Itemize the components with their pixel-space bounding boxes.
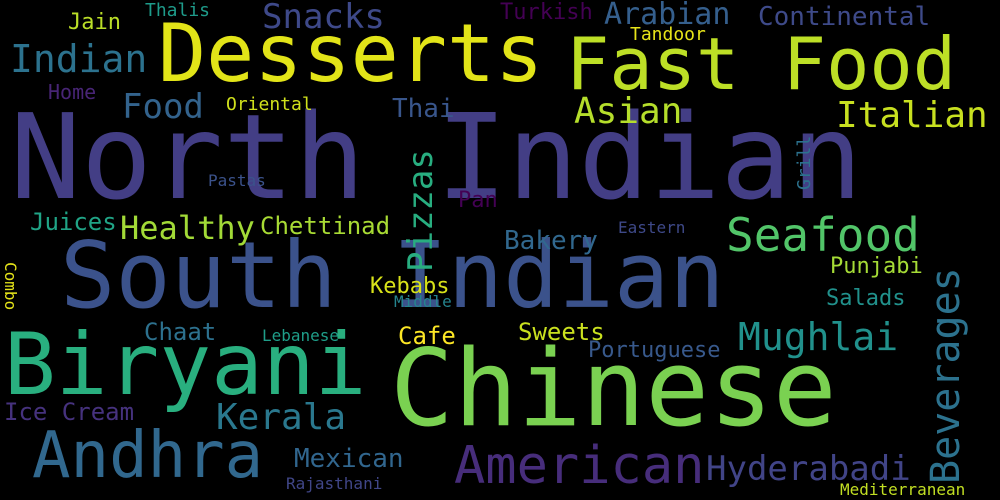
word-ice-cream: Ice Cream <box>4 398 135 426</box>
word-indian: Indian <box>10 37 148 81</box>
word-mexican: Mexican <box>294 444 404 474</box>
word-salads: Salads <box>826 286 906 311</box>
word-continental: Continental <box>758 2 931 32</box>
word-arabian: Arabian <box>604 0 731 32</box>
word-andhra: Andhra <box>32 419 264 493</box>
word-pastas: Pastas <box>208 171 266 190</box>
word-mughlai: Mughlai <box>738 315 899 359</box>
word-kebabs: Kebabs <box>370 274 450 299</box>
word-grill: Grill <box>794 135 815 190</box>
word-pan: Pan <box>458 188 498 213</box>
word-rajasthani: Rajasthani <box>286 474 383 493</box>
word-home: Home <box>48 80 97 104</box>
word-chaat: Chaat <box>144 318 217 346</box>
word-bakery: Bakery <box>504 226 598 256</box>
word-hyderabadi: Hyderabadi <box>706 449 911 489</box>
word-kerala: Kerala <box>216 397 347 438</box>
word-combo: Combo <box>1 262 20 311</box>
word-eastern: Eastern <box>618 218 686 237</box>
word-tandoor: Tandoor <box>630 24 706 45</box>
word-punjabi: Punjabi <box>830 254 923 279</box>
word-thai: Thai <box>392 94 455 124</box>
word-food: Food <box>122 87 204 127</box>
word-south-indian: South Indian <box>60 222 725 329</box>
word-pizzas: Pizzas <box>401 149 441 272</box>
word-italian: Italian <box>836 95 988 136</box>
word-turkish: Turkish <box>500 0 593 25</box>
word-north-indian: North Indian <box>10 88 863 226</box>
word-american: American <box>454 436 705 496</box>
word-desserts: Desserts <box>158 7 544 100</box>
word-asian: Asian <box>574 91 683 132</box>
word-snacks: Snacks <box>262 0 385 37</box>
word-cafe: Cafe <box>398 322 456 350</box>
word-beverages: Beverages <box>923 267 969 484</box>
word-biryani: Biryani <box>4 315 367 415</box>
word-lebanese: Lebanese <box>262 326 340 345</box>
word-jain: Jain <box>68 10 121 35</box>
word-seafood: Seafood <box>726 208 920 262</box>
word-thalis: Thalis <box>145 0 211 21</box>
word-chettinad: Chettinad <box>260 212 391 240</box>
word-portuguese: Portuguese <box>588 338 721 363</box>
word-chinese: Chinese <box>390 327 837 450</box>
word-juices: Juices <box>30 208 117 236</box>
word-sweets: Sweets <box>518 318 605 346</box>
word-healthy: Healthy <box>120 209 255 247</box>
word-fast-food: Fast Food <box>566 22 957 106</box>
word-middle: Middle <box>394 292 452 311</box>
word-mediterranean: Mediterranean <box>840 480 966 499</box>
word-oriental: Oriental <box>226 94 313 115</box>
